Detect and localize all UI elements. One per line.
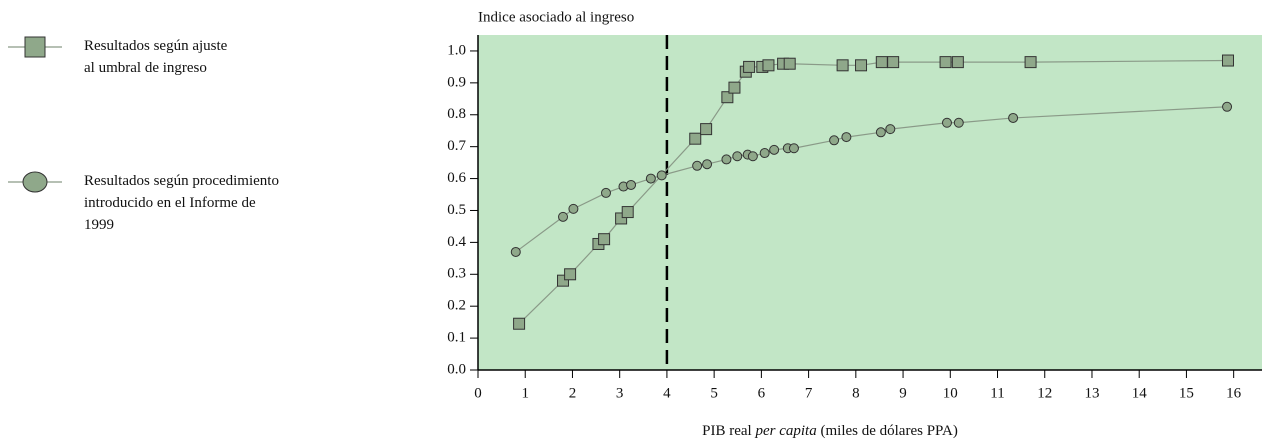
square-marker bbox=[689, 132, 702, 145]
y-tick-label: 0.3 bbox=[447, 266, 466, 282]
legend-line-text: 1999 bbox=[84, 217, 114, 233]
circle-marker bbox=[1222, 101, 1233, 112]
circle-marker bbox=[841, 132, 852, 143]
square-marker bbox=[598, 233, 611, 246]
circle-marker bbox=[1008, 112, 1019, 123]
circle-marker bbox=[788, 143, 799, 154]
square-marker bbox=[513, 317, 526, 330]
x-tick-label: 16 bbox=[1226, 385, 1242, 401]
x-tick-label: 11 bbox=[990, 385, 1004, 401]
circle-marker bbox=[558, 211, 569, 222]
square-marker bbox=[728, 81, 741, 94]
square-marker bbox=[762, 59, 775, 72]
circle-marker bbox=[875, 127, 886, 138]
x-tick-label: 4 bbox=[663, 385, 671, 401]
x-tick-label: 13 bbox=[1084, 385, 1099, 401]
legend-marker bbox=[22, 171, 48, 193]
x-tick-label: 6 bbox=[758, 385, 766, 401]
x-tick-label: 5 bbox=[710, 385, 718, 401]
square-marker bbox=[615, 212, 628, 225]
legend-line-text: introducido en el Informe de bbox=[84, 195, 256, 211]
y-tick-label: 1.0 bbox=[447, 42, 466, 58]
x-tick-label: 3 bbox=[616, 385, 624, 401]
y-tick-label: 0.8 bbox=[447, 106, 466, 122]
circle-marker bbox=[759, 148, 770, 159]
x-tick-label: 12 bbox=[1037, 385, 1052, 401]
y-tick-label: 0.5 bbox=[447, 202, 466, 218]
circle-marker bbox=[600, 187, 611, 198]
circle-marker bbox=[769, 144, 780, 155]
square-marker bbox=[621, 206, 634, 219]
x-tick-label: 14 bbox=[1132, 385, 1148, 401]
x-tick-label: 8 bbox=[852, 385, 860, 401]
x-axis-label: PIB real per capita (miles de dólares PP… bbox=[702, 423, 958, 439]
square-marker bbox=[939, 56, 952, 69]
square-marker bbox=[783, 57, 796, 70]
square-marker bbox=[836, 59, 849, 72]
plot-background bbox=[478, 35, 1262, 370]
legend-line-text: al umbral de ingreso bbox=[84, 60, 207, 76]
x-tick-label: 1 bbox=[521, 385, 529, 401]
y-tick-label: 0.0 bbox=[447, 361, 466, 377]
square-marker bbox=[855, 59, 868, 72]
circle-marker bbox=[692, 160, 703, 171]
x-tick-label: 15 bbox=[1179, 385, 1194, 401]
circle-marker bbox=[885, 124, 896, 135]
legend-marker bbox=[24, 36, 46, 58]
circle-marker bbox=[829, 135, 840, 146]
circle-marker bbox=[510, 246, 521, 257]
square-marker bbox=[875, 56, 888, 69]
x-label-part: (miles de dólares PPA) bbox=[817, 423, 958, 439]
x-label-part: PIB real bbox=[702, 423, 755, 439]
y-tick-label: 0.6 bbox=[447, 170, 466, 186]
circle-marker bbox=[702, 159, 713, 170]
square-marker bbox=[1024, 56, 1037, 69]
y-tick-label: 0.2 bbox=[447, 298, 466, 314]
x-tick-label: 10 bbox=[943, 385, 958, 401]
circle-marker bbox=[941, 117, 952, 128]
y-tick-label: 0.4 bbox=[447, 234, 466, 250]
legend-label: Resultados según ajuste al umbral de ingr… bbox=[84, 38, 228, 76]
square-marker bbox=[1221, 54, 1234, 67]
circle-marker bbox=[568, 203, 579, 214]
circle-marker bbox=[732, 151, 743, 162]
circle-marker bbox=[645, 173, 656, 184]
x-tick-label: 0 bbox=[474, 385, 482, 401]
y-axis-label: Indice asociado al ingreso bbox=[478, 9, 634, 25]
x-tick-label: 2 bbox=[569, 385, 577, 401]
y-tick-label: 0.9 bbox=[447, 74, 466, 90]
y-tick-label: 0.1 bbox=[447, 330, 466, 346]
square-marker bbox=[700, 123, 713, 136]
legend-label: Resultados según procedimiento introducid… bbox=[84, 173, 279, 233]
y-tick-label: 0.7 bbox=[447, 138, 466, 154]
circle-marker bbox=[747, 151, 758, 162]
x-tick-label: 7 bbox=[805, 385, 813, 401]
square-marker bbox=[743, 60, 756, 73]
legend-line-text: Resultados según ajuste bbox=[84, 38, 228, 54]
x-label-part: per capita bbox=[754, 423, 816, 439]
square-marker bbox=[557, 274, 570, 287]
circle-marker bbox=[656, 170, 667, 181]
circle-marker bbox=[626, 179, 637, 190]
circle-marker bbox=[721, 154, 732, 165]
circle-marker bbox=[953, 117, 964, 128]
square-marker bbox=[887, 56, 900, 69]
legend-line-text: Resultados según procedimiento bbox=[84, 173, 279, 189]
square-marker bbox=[721, 91, 734, 104]
square-marker bbox=[564, 268, 577, 281]
x-tick-label: 9 bbox=[899, 385, 907, 401]
square-marker bbox=[951, 56, 964, 69]
